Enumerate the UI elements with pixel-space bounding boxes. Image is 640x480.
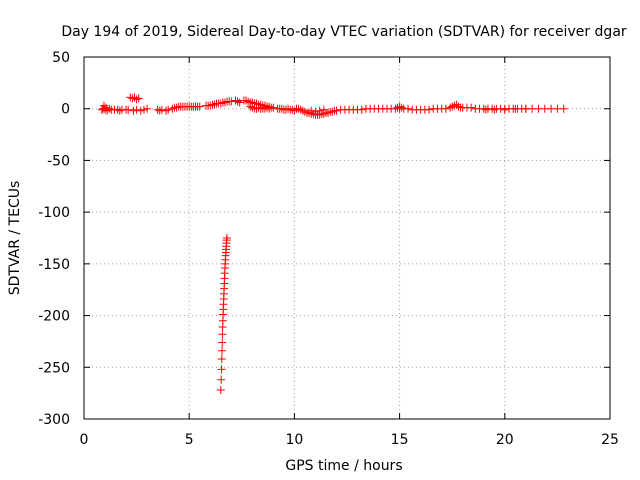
data-point bbox=[397, 103, 406, 112]
data-point bbox=[217, 375, 226, 384]
axis-ticks bbox=[83, 56, 611, 420]
data-point bbox=[206, 101, 215, 110]
grid bbox=[84, 57, 610, 419]
y-tick-label: -150 bbox=[38, 257, 70, 273]
data-point bbox=[300, 107, 309, 116]
data-point bbox=[168, 104, 177, 113]
data-point bbox=[231, 96, 240, 105]
data-point bbox=[217, 355, 226, 364]
data-point bbox=[294, 104, 303, 113]
data-point bbox=[450, 101, 459, 110]
data-point bbox=[134, 94, 143, 103]
data-point bbox=[242, 96, 251, 105]
data-point bbox=[441, 104, 450, 113]
y-tick-label: 0 bbox=[61, 102, 70, 118]
data-point bbox=[467, 103, 476, 112]
y-tick-label: -200 bbox=[38, 309, 70, 325]
data-point bbox=[490, 105, 499, 114]
data-point bbox=[263, 103, 272, 112]
data-point bbox=[454, 102, 463, 111]
x-tick-label: 20 bbox=[496, 432, 514, 448]
x-axis-label: GPS time / hours bbox=[285, 458, 402, 474]
y-tick-label: -300 bbox=[38, 412, 70, 428]
data-point bbox=[254, 103, 263, 112]
data-point bbox=[162, 106, 171, 115]
data-point bbox=[105, 104, 114, 113]
plot-frame bbox=[83, 56, 611, 420]
data-point bbox=[500, 105, 509, 114]
data-point bbox=[244, 97, 253, 106]
data-point bbox=[357, 105, 366, 114]
data-point bbox=[425, 105, 434, 114]
data-point bbox=[143, 104, 152, 113]
data-point bbox=[218, 338, 227, 347]
data-point bbox=[115, 106, 124, 115]
data-point bbox=[288, 105, 297, 114]
data-point bbox=[296, 105, 305, 114]
x-axis-tick-labels: 0 5 10 15 20 25 bbox=[80, 432, 619, 448]
data-point bbox=[290, 106, 299, 115]
data-point bbox=[315, 106, 324, 115]
data-point bbox=[99, 101, 108, 110]
x-tick-label: 10 bbox=[285, 432, 303, 448]
data-point bbox=[218, 346, 227, 355]
data-point bbox=[233, 97, 242, 106]
x-tick-label: 25 bbox=[601, 432, 619, 448]
data-point bbox=[284, 104, 293, 113]
data-point bbox=[218, 330, 227, 339]
x-tick-label: 15 bbox=[391, 432, 409, 448]
data-point bbox=[216, 386, 225, 395]
data-point bbox=[216, 99, 225, 108]
data-point bbox=[210, 100, 219, 109]
data-point bbox=[521, 104, 530, 113]
data-point bbox=[559, 104, 568, 113]
data-point bbox=[195, 102, 204, 111]
y-axis-label: SDTVAR / TECUs bbox=[7, 181, 23, 296]
data-point bbox=[222, 234, 231, 242]
data-point bbox=[298, 106, 307, 115]
y-tick-label: -250 bbox=[38, 360, 70, 376]
data-point bbox=[305, 108, 314, 117]
y-tick-label: 50 bbox=[52, 50, 70, 66]
data-point bbox=[307, 106, 316, 115]
data-point bbox=[132, 105, 141, 114]
data-point bbox=[481, 105, 490, 114]
data-point bbox=[172, 103, 181, 112]
x-tick-label: 5 bbox=[185, 432, 194, 448]
data-point bbox=[319, 105, 328, 114]
chart-title: Day 194 of 2019, Sidereal Day-to-day VTE… bbox=[61, 24, 627, 40]
data-series bbox=[97, 93, 568, 395]
data-point bbox=[217, 365, 226, 374]
y-axis-tick-labels: 50 0 -50 -100 -150 -200 -250 -300 bbox=[38, 50, 70, 428]
data-point bbox=[332, 106, 341, 115]
data-point bbox=[220, 98, 229, 107]
data-point bbox=[130, 93, 139, 102]
data-point bbox=[404, 104, 413, 113]
data-point bbox=[246, 102, 255, 111]
data-point bbox=[235, 98, 244, 107]
x-tick-label: 0 bbox=[80, 432, 89, 448]
data-point bbox=[103, 106, 112, 115]
data-point bbox=[328, 107, 337, 116]
y-tick-label: -50 bbox=[47, 153, 70, 169]
data-point bbox=[324, 108, 333, 117]
data-point bbox=[132, 95, 141, 104]
data-point bbox=[164, 105, 173, 114]
data-point bbox=[452, 100, 461, 109]
data-point bbox=[395, 102, 404, 111]
data-point bbox=[446, 103, 455, 112]
data-point bbox=[511, 104, 520, 113]
data-point bbox=[124, 105, 133, 114]
data-point bbox=[311, 107, 320, 116]
y-tick-label: -100 bbox=[38, 205, 70, 221]
data-point bbox=[265, 104, 274, 113]
